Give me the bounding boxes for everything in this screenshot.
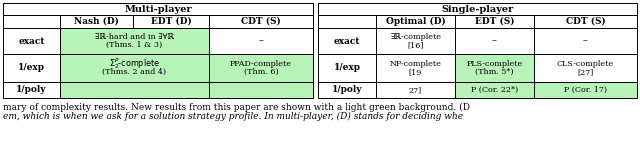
Text: EDT (D): EDT (D) xyxy=(150,17,191,26)
Bar xyxy=(318,28,376,54)
Bar xyxy=(3,54,60,82)
Text: –: – xyxy=(492,36,497,45)
Text: PPAD-complete: PPAD-complete xyxy=(230,60,292,68)
Bar xyxy=(455,82,534,98)
Text: Single-player: Single-player xyxy=(442,4,514,14)
Bar xyxy=(3,15,60,28)
Bar xyxy=(209,15,313,28)
Bar xyxy=(3,3,313,15)
Text: exact: exact xyxy=(19,36,45,45)
Bar xyxy=(455,28,534,54)
Text: [27]: [27] xyxy=(577,68,594,76)
Text: –: – xyxy=(259,36,264,45)
Text: 1/exp: 1/exp xyxy=(18,63,45,72)
Bar xyxy=(60,15,133,28)
Text: 27]: 27] xyxy=(409,86,422,94)
Bar xyxy=(318,54,376,82)
Text: (Thm. 5*): (Thm. 5*) xyxy=(475,68,514,76)
Bar xyxy=(60,54,209,82)
Bar xyxy=(455,54,534,82)
Text: 1/poly: 1/poly xyxy=(16,85,47,94)
Text: (Thms. 1 & 3): (Thms. 1 & 3) xyxy=(106,41,163,49)
Bar xyxy=(60,28,209,54)
Bar xyxy=(534,82,637,98)
Text: CDT (S): CDT (S) xyxy=(566,17,605,26)
Bar xyxy=(209,82,313,98)
Text: –: – xyxy=(583,36,588,45)
Bar xyxy=(60,82,209,98)
Text: 1/exp: 1/exp xyxy=(333,63,360,72)
Text: PLS-complete: PLS-complete xyxy=(467,60,523,68)
Text: CLS-complete: CLS-complete xyxy=(557,60,614,68)
Bar xyxy=(534,54,637,82)
Bar xyxy=(376,54,455,82)
Text: em, which is when we ask for a solution strategy profile. In multi-player, (D) s: em, which is when we ask for a solution … xyxy=(3,112,463,121)
Bar xyxy=(376,82,455,98)
Text: [16]: [16] xyxy=(407,41,424,49)
Text: EDT (S): EDT (S) xyxy=(475,17,515,26)
Text: Multi-player: Multi-player xyxy=(124,4,192,14)
Text: exact: exact xyxy=(333,36,360,45)
Bar xyxy=(376,15,455,28)
Text: Optimal (D): Optimal (D) xyxy=(386,17,445,26)
Text: ∃ℝ-complete: ∃ℝ-complete xyxy=(390,33,441,41)
Bar xyxy=(534,15,637,28)
Text: Nash (D): Nash (D) xyxy=(74,17,119,26)
Bar xyxy=(318,15,376,28)
Text: P (Cor. 17): P (Cor. 17) xyxy=(564,86,607,94)
Bar xyxy=(133,15,209,28)
Bar xyxy=(209,54,313,82)
Bar xyxy=(318,3,637,15)
Bar xyxy=(376,28,455,54)
Bar xyxy=(209,28,313,54)
Bar xyxy=(534,28,637,54)
Text: NP-complete: NP-complete xyxy=(390,60,442,68)
Bar xyxy=(3,82,60,98)
Bar xyxy=(455,15,534,28)
Text: $\Sigma_2^P$-complete: $\Sigma_2^P$-complete xyxy=(109,57,160,71)
Text: [19: [19 xyxy=(409,68,422,76)
Bar xyxy=(318,82,376,98)
Text: ∃ℝ-hard and in ∃∀ℝ: ∃ℝ-hard and in ∃∀ℝ xyxy=(95,33,174,41)
Text: CDT (S): CDT (S) xyxy=(241,17,281,26)
Text: P (Cor. 22*): P (Cor. 22*) xyxy=(471,86,518,94)
Text: (Thm. 6): (Thm. 6) xyxy=(244,68,278,76)
Text: (Thms. 2 and 4): (Thms. 2 and 4) xyxy=(102,68,166,76)
Text: 1/poly: 1/poly xyxy=(332,85,362,94)
Bar xyxy=(3,28,60,54)
Text: mary of complexity results. New results from this paper are shown with a light g: mary of complexity results. New results … xyxy=(3,103,470,112)
